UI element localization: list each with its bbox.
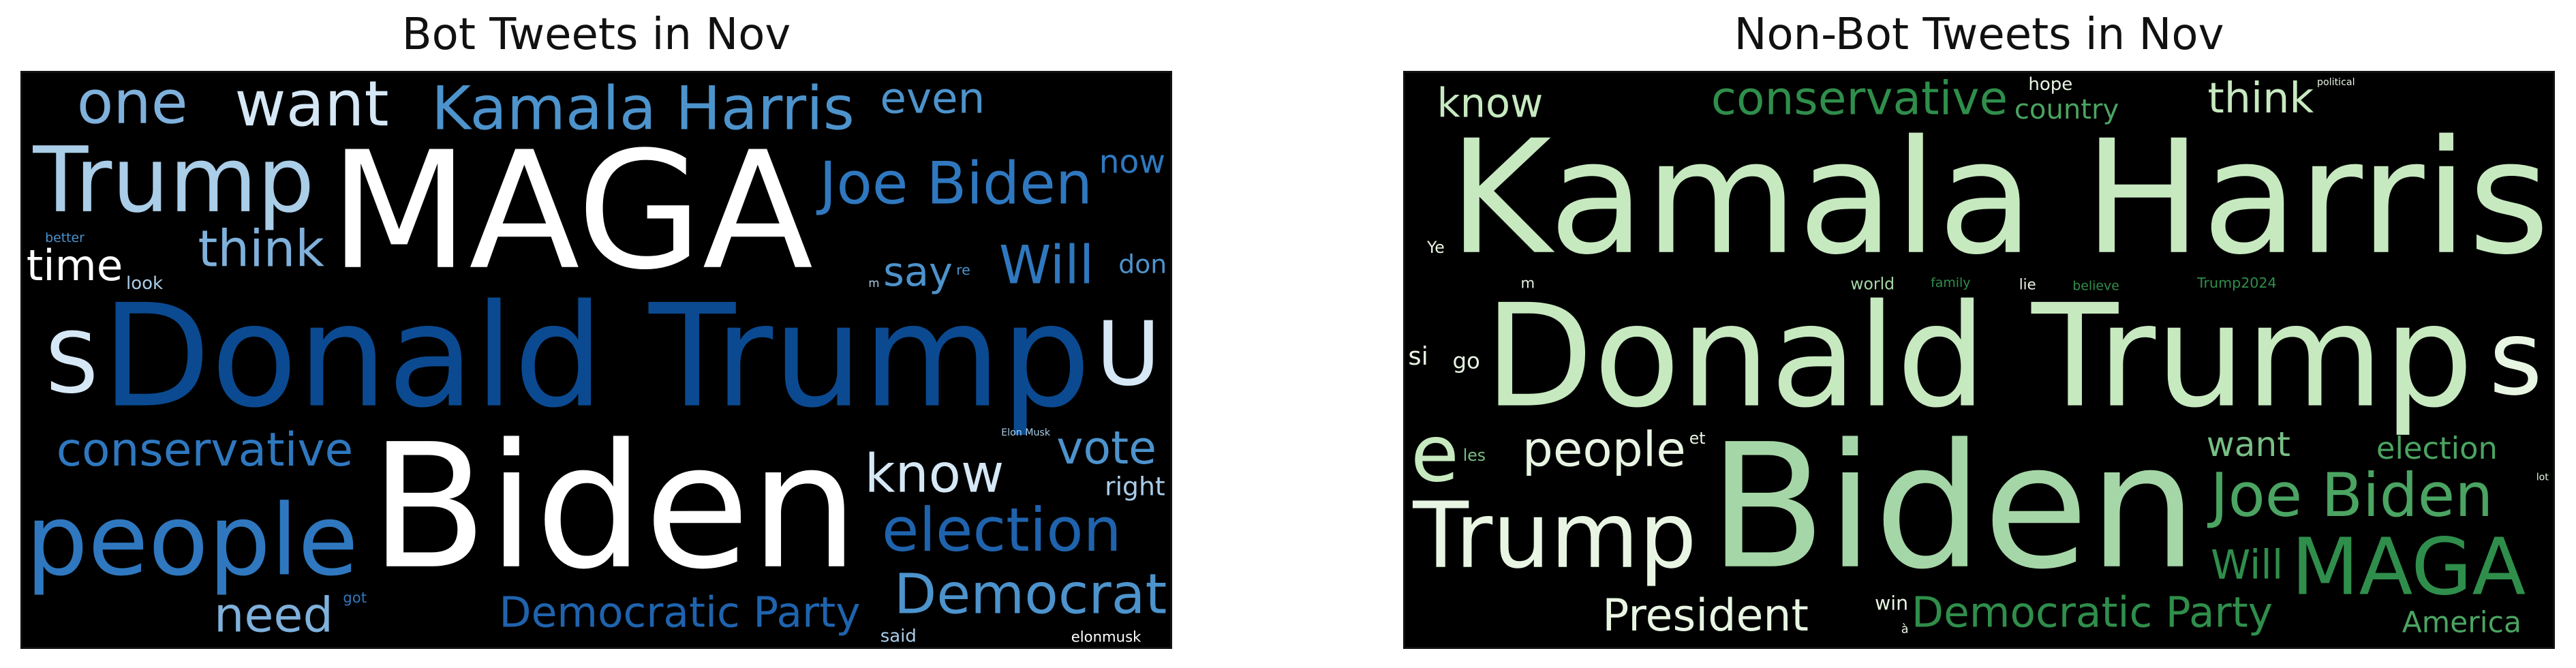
word: s — [2489, 299, 2543, 419]
word: want — [234, 73, 388, 140]
word: know — [865, 444, 1005, 505]
word: Kamala Harris — [431, 73, 855, 143]
word: want — [2207, 424, 2290, 464]
word: right — [1105, 472, 1165, 502]
word: family — [1931, 275, 1970, 290]
word: MAGA — [2291, 522, 2526, 613]
word: si — [1408, 341, 1428, 371]
word: Kamala Harris — [1449, 107, 2550, 290]
word: Democratic Party — [499, 589, 860, 637]
word: Will — [999, 235, 1094, 297]
panel-non-bot-tweets: Non-Bot Tweets in Nov Donald Trump Biden K… — [1403, 0, 2555, 668]
word: S — [46, 315, 99, 412]
word: election — [882, 495, 1122, 565]
word: think — [2208, 74, 2314, 123]
word: m — [1521, 275, 1535, 292]
word: Trump2024 — [2196, 275, 2277, 291]
word: re — [956, 262, 970, 278]
word: m — [868, 277, 879, 290]
word: even — [880, 73, 985, 123]
word: win — [1875, 592, 1908, 615]
word: Biden — [1708, 408, 2198, 607]
word: believe — [2072, 278, 2119, 293]
word: better — [45, 230, 85, 245]
word: Donald Trump — [102, 275, 1091, 440]
word: say — [883, 248, 953, 295]
word: Joe Biden — [2207, 460, 2494, 530]
word: people — [1522, 421, 1686, 478]
word: Joe Biden — [816, 150, 1092, 217]
word: conservative — [57, 423, 354, 476]
word: country — [2014, 94, 2119, 125]
word: go — [1453, 348, 1480, 374]
word: Elon Musk — [1001, 427, 1051, 438]
word: MAGA — [329, 117, 813, 306]
word: les — [1463, 446, 1486, 465]
word: lie — [2019, 276, 2036, 293]
word: President — [1602, 590, 1809, 641]
word: said — [880, 626, 917, 646]
word: Biden — [370, 408, 859, 607]
word: elonmusk — [1071, 628, 1141, 645]
word: e — [1411, 409, 1459, 500]
word: Democratic Party — [1912, 589, 2273, 637]
word: conservative — [1711, 73, 2008, 125]
word: Donald Trump — [1484, 275, 2474, 440]
word: America — [2402, 606, 2521, 639]
word: got — [343, 589, 367, 606]
word: election — [2376, 430, 2498, 466]
panel-bot-tweets: Bot Tweets in Nov Donald Trump Biden MAGA K… — [20, 0, 1172, 668]
word: U — [1096, 303, 1161, 406]
word-cloud-bot: Donald Trump Biden MAGA Kamala Harris Joe Bi… — [20, 71, 1172, 649]
word: think — [198, 220, 325, 278]
panel-title: Non-Bot Tweets in Nov — [1734, 10, 2224, 60]
word: Democrat — [894, 562, 1167, 626]
word: à — [1901, 623, 1909, 637]
word: Trump — [32, 128, 314, 233]
word: time — [27, 241, 123, 290]
panel-title: Bot Tweets in Nov — [401, 10, 791, 60]
word: vote — [1056, 421, 1156, 474]
word: don — [1118, 249, 1167, 279]
word: people — [26, 483, 358, 598]
word: now — [1099, 144, 1165, 181]
word: hope — [2028, 74, 2072, 95]
word: political — [2317, 77, 2355, 88]
word-cloud-non-bot: Donald Trump Biden Kamala Harris Joe Biden T… — [1403, 71, 2555, 649]
word: Ye — [1426, 238, 1445, 257]
word: know — [1437, 79, 1544, 126]
word: Trump — [1412, 483, 1697, 589]
word: lot — [2536, 472, 2549, 483]
word: look — [126, 273, 163, 294]
word: et — [1689, 429, 1706, 448]
word: Will — [2211, 541, 2283, 588]
word: world — [1850, 275, 1895, 294]
word: need — [214, 588, 333, 643]
word: one — [77, 73, 188, 138]
